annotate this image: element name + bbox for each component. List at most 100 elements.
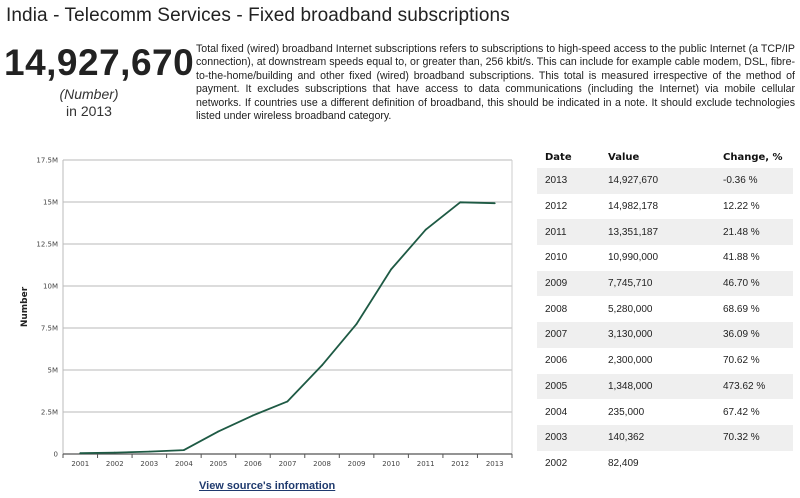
table-row: 2002 82,409 <box>537 451 793 477</box>
cell-value: 235,000 <box>608 406 645 418</box>
table-row: 2010 10,990,000 41.88 % <box>537 245 793 271</box>
cell-change: 70.32 % <box>715 424 793 451</box>
page-title: India - Telecomm Services - Fixed broadb… <box>6 5 510 26</box>
data-point <box>79 452 82 455</box>
table-row: 2007 3,130,000 36.09 % <box>537 322 793 348</box>
column-header-value[interactable]: Value <box>608 151 640 163</box>
chart-svg: 0 2.5M 5M 7.5M 10M 12.5M 15M 17.5M 2001 2002 2003 2… <box>20 157 513 468</box>
x-tick-label: 2002 <box>106 460 124 468</box>
column-header-date[interactable]: Date <box>545 151 572 163</box>
cell-change: 46.70 % <box>715 270 793 297</box>
cell-date: 2008 <box>545 303 568 315</box>
data-point <box>252 414 254 417</box>
data-point <box>182 449 185 451</box>
data-point <box>424 228 427 231</box>
cell-value: 2,300,000 <box>608 355 653 367</box>
data-point <box>390 268 393 271</box>
cell-change: 67.42 % <box>723 406 760 418</box>
cell-value: 14,982,178 <box>608 201 659 213</box>
data-point <box>113 451 116 454</box>
cell-date: 2005 <box>537 373 600 400</box>
cell-date: 2006 <box>545 355 568 367</box>
cell-change: 473.62 % <box>715 373 793 400</box>
x-tick-label: 2006 <box>244 460 262 468</box>
series-layer <box>79 201 496 455</box>
cell-value: 1,348,000 <box>600 373 715 400</box>
data-point <box>355 322 358 325</box>
y-tick-label: 2.5M <box>41 409 58 417</box>
data-point <box>217 430 220 433</box>
table-row: 2013 14,927,670 -0.36 % <box>537 168 793 194</box>
data-point <box>459 201 462 204</box>
x-tick-label: 2009 <box>348 460 366 468</box>
cell-change: 70.62 % <box>723 355 760 367</box>
cell-date: 2012 <box>545 201 568 213</box>
cell-value: 140,362 <box>600 424 715 451</box>
cell-change: 41.88 % <box>723 252 760 264</box>
cell-value: 10,990,000 <box>608 252 659 264</box>
cell-change: 12.22 % <box>723 201 760 213</box>
axis-layer: 0 2.5M 5M 7.5M 10M 12.5M 15M 17.5M 2001 2002 2003 2… <box>36 157 513 468</box>
x-tick-label: 2011 <box>417 460 435 468</box>
cell-value: 3,130,000 <box>600 322 715 348</box>
data-table: Date Value Change, % 2013 14,927,670 -0.36… <box>537 146 793 476</box>
x-tick-label: 2013 <box>486 460 504 468</box>
cell-date: 2003 <box>537 424 600 451</box>
y-tick-label: 5M <box>48 367 59 375</box>
cell-date: 2009 <box>537 270 600 297</box>
table-row: 2008 5,280,000 68.69 % <box>537 296 793 322</box>
cell-change: 21.48 % <box>715 219 793 246</box>
cell-date: 2013 <box>537 168 600 194</box>
y-axis-label: Number <box>20 286 30 327</box>
x-tick-label: 2001 <box>71 460 89 468</box>
table-row: 2011 13,351,187 21.48 % <box>537 219 793 246</box>
y-tick-label: 10M <box>43 283 58 291</box>
data-point <box>286 400 289 403</box>
cell-value: 7,745,710 <box>600 270 715 297</box>
headline-unit: (Number) <box>59 86 119 102</box>
column-header-change[interactable]: Change, % <box>723 151 783 163</box>
cell-change <box>715 451 793 477</box>
data-point <box>148 450 151 453</box>
headline-year: in 2013 <box>66 103 112 119</box>
cell-date: 2010 <box>545 252 568 264</box>
cell-value: 5,280,000 <box>608 303 653 315</box>
headline-summary: 14,927,670 (Number) in 2013 <box>4 42 195 120</box>
y-tick-label: 0 <box>54 451 58 459</box>
y-tick-label: 7.5M <box>41 325 58 333</box>
cell-date: 2011 <box>537 219 600 246</box>
cell-change: 68.69 % <box>723 303 760 315</box>
x-tick-label: 2008 <box>313 460 331 468</box>
cell-change: 36.09 % <box>715 322 793 348</box>
x-tick-label: 2010 <box>382 460 400 468</box>
table-row: 2006 2,300,000 70.62 % <box>537 348 793 374</box>
table-row: 2004 235,000 67.42 % <box>537 399 793 425</box>
x-tick-label: 2005 <box>210 460 228 468</box>
table-row: 2012 14,982,178 12.22 % <box>537 194 793 220</box>
grid-layer <box>62 159 513 454</box>
x-tick-label: 2007 <box>279 460 297 468</box>
view-source-link[interactable]: View source's information <box>199 480 336 492</box>
data-point <box>493 202 496 205</box>
table-header-row: Date Value Change, % <box>537 146 793 168</box>
cell-date: 2007 <box>537 322 600 348</box>
data-point <box>321 364 323 367</box>
cell-change: -0.36 % <box>715 168 793 194</box>
table-row: 2003 140,362 70.32 % <box>537 424 793 451</box>
table-row: 2009 7,745,710 46.70 % <box>537 270 793 297</box>
line-chart: 0 2.5M 5M 7.5M 10M 12.5M 15M 17.5M 2001 2002 2003 2… <box>0 150 525 470</box>
x-tick-label: 2012 <box>451 460 469 468</box>
x-tick-label: 2003 <box>140 460 158 468</box>
headline-value: 14,927,670 <box>4 42 195 83</box>
indicator-description: Total fixed (wired) broadband Internet s… <box>196 43 795 123</box>
y-tick-label: 12.5M <box>36 241 58 249</box>
cell-value: 82,409 <box>608 457 639 469</box>
y-tick-label: 17.5M <box>36 157 58 165</box>
x-tick-label: 2004 <box>175 460 193 468</box>
cell-date: 2004 <box>545 406 568 418</box>
table-row: 2005 1,348,000 473.62 % <box>537 373 793 400</box>
y-tick-label: 15M <box>43 199 58 207</box>
cell-date: 2002 <box>545 457 568 469</box>
cell-value: 14,927,670 <box>600 168 715 194</box>
cell-value: 13,351,187 <box>600 219 715 246</box>
